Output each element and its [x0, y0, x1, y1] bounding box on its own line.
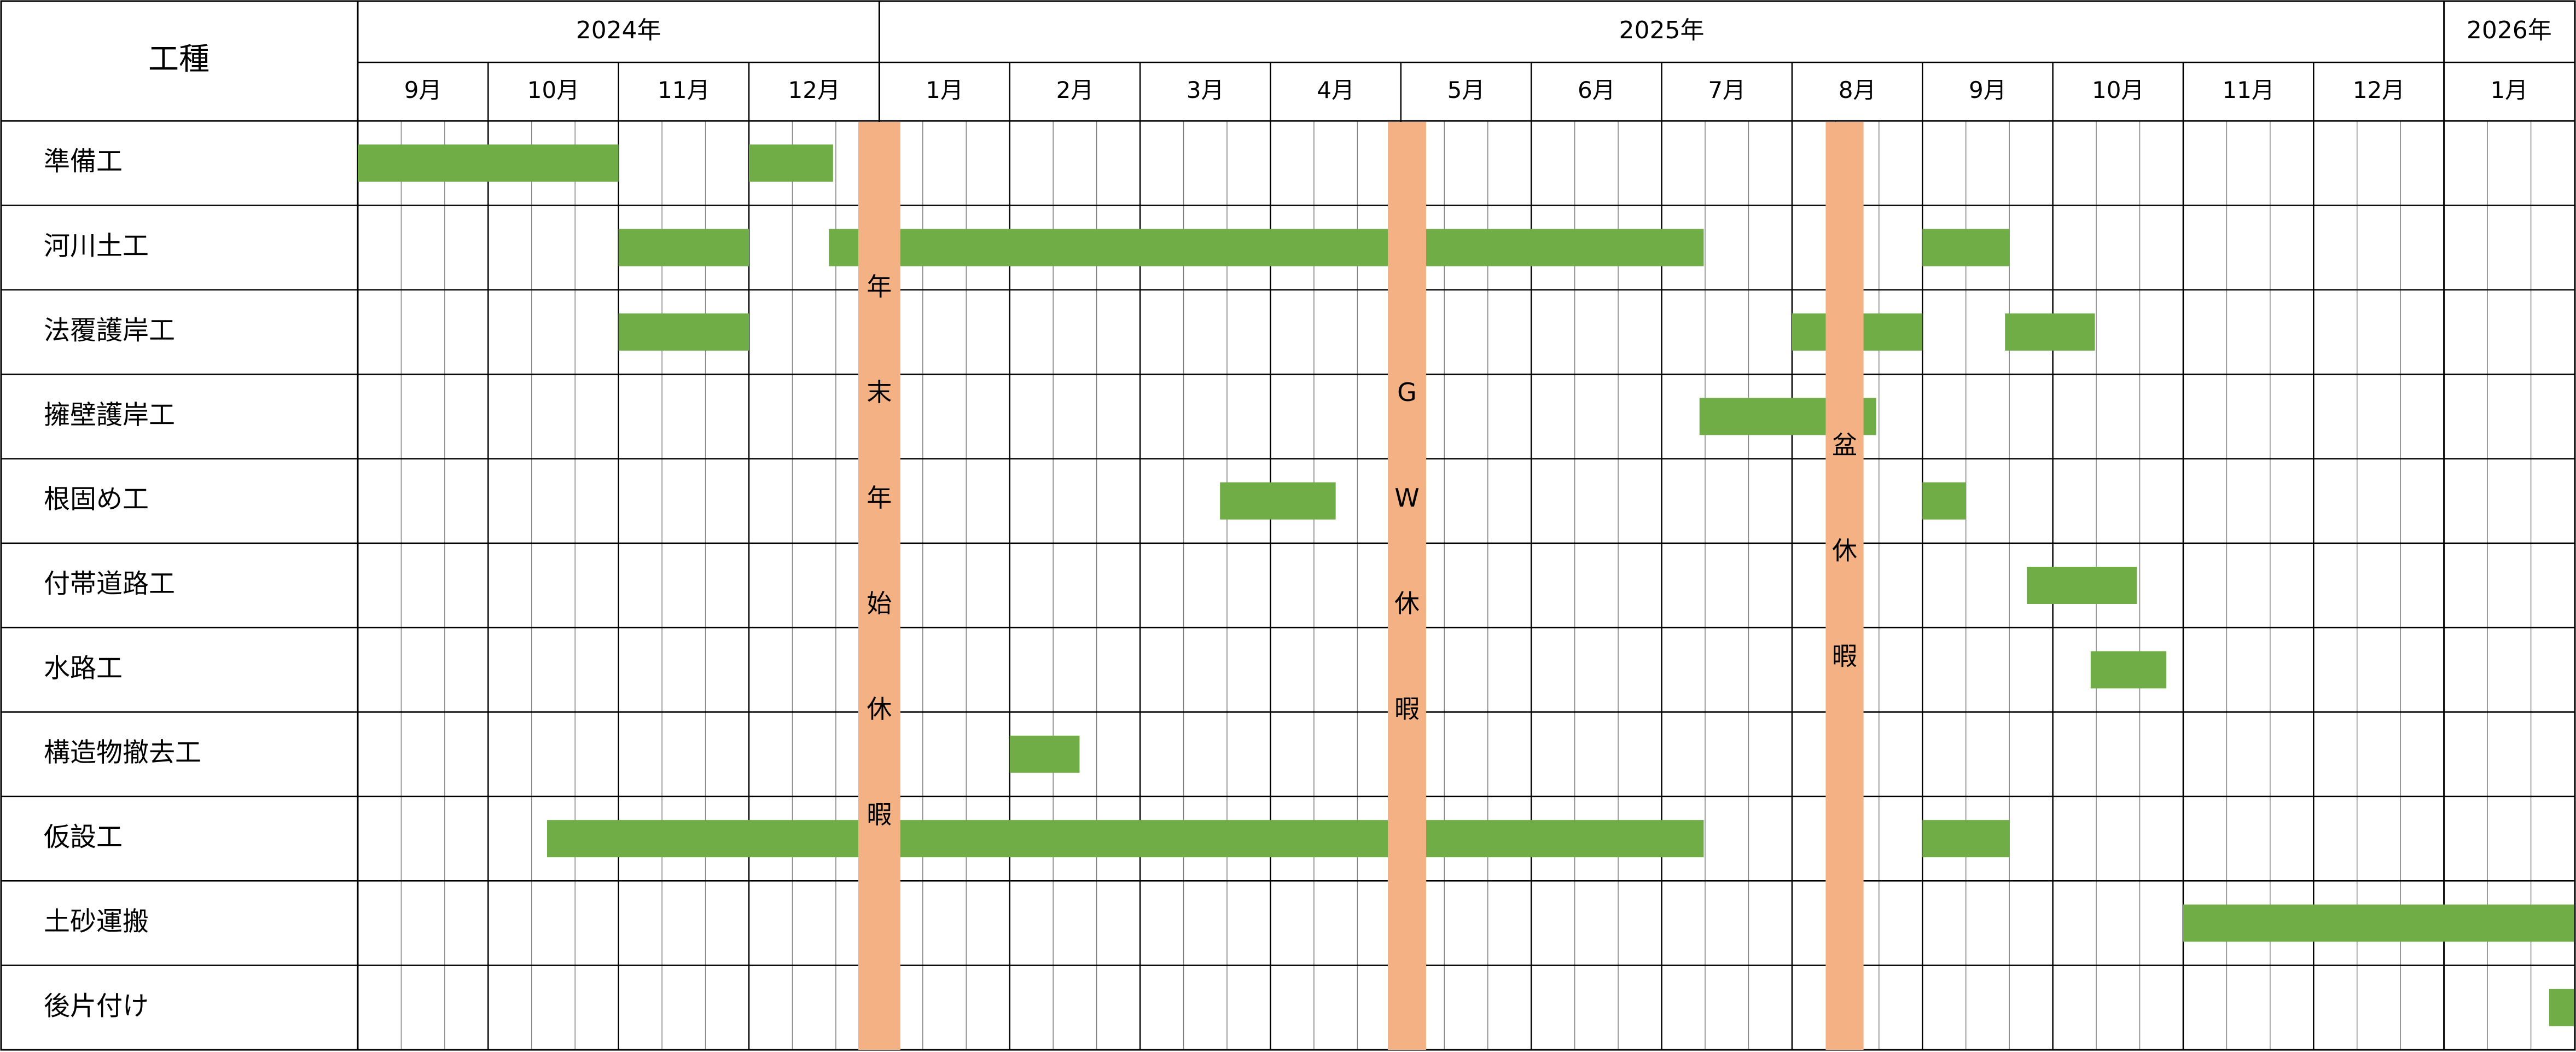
- text-layer: 工種 2024年 2025年 2026年 9月 10月 11月 12月 1月 2月 3月 4月 5月 6…: [44, 16, 2552, 1021]
- month-label: 4月: [1317, 77, 1354, 103]
- task-bar: [546, 820, 1704, 858]
- month-label: 11月: [658, 77, 710, 103]
- holiday-band: [858, 122, 900, 1050]
- month-label: 10月: [527, 77, 579, 103]
- task-label: 後片付け: [44, 991, 149, 1021]
- month-label: 12月: [2353, 77, 2405, 103]
- task-bar: [1922, 820, 2010, 858]
- task-label: 根固め工: [44, 484, 149, 515]
- task-bar: [1220, 482, 1336, 520]
- holiday-band: [1387, 122, 1426, 1050]
- task-label: 付帯道路工: [44, 568, 175, 599]
- task-label: 仮設工: [44, 822, 123, 852]
- month-label: 1月: [2490, 77, 2528, 103]
- task-label: 擁壁護岸工: [44, 399, 175, 430]
- month-label: 6月: [1578, 77, 1615, 103]
- task-bar: [618, 313, 749, 351]
- month-label: 9月: [404, 77, 442, 103]
- holiday-label: 年末年始休暇: [867, 272, 892, 829]
- task-bar: [2549, 989, 2574, 1026]
- task-bar: [358, 144, 619, 182]
- task-bar: [2183, 904, 2574, 942]
- task-bar: [2005, 313, 2095, 351]
- task-label: 構造物撤去工: [44, 737, 201, 768]
- task-bar: [2026, 567, 2137, 604]
- month-label: 11月: [2222, 77, 2274, 103]
- month-label: 7月: [1708, 77, 1746, 103]
- holiday-label: G W 休暇: [1394, 377, 1420, 724]
- task-bar: [1922, 229, 2010, 266]
- month-label: 9月: [1969, 77, 2007, 103]
- task-bar: [618, 229, 749, 266]
- month-label: 10月: [2092, 77, 2144, 103]
- year-label: 2024年: [576, 16, 661, 44]
- holidays-layer: [858, 122, 1864, 1050]
- holiday-band: [1825, 122, 1864, 1050]
- year-label: 2026年: [2467, 16, 2552, 44]
- month-label: 1月: [926, 77, 963, 103]
- task-label: 河川土工: [44, 231, 149, 261]
- task-label: 水路工: [44, 653, 123, 683]
- task-label: 法覆護岸工: [44, 315, 175, 346]
- month-label: 8月: [1839, 77, 1876, 103]
- month-label: 3月: [1187, 77, 1224, 103]
- task-label: 準備工: [44, 146, 123, 177]
- year-label: 2025年: [1619, 16, 1705, 44]
- month-label: 12月: [788, 77, 840, 103]
- task-bar: [2090, 651, 2167, 689]
- bars-layer: [358, 144, 2574, 1026]
- month-label: 5月: [1447, 77, 1485, 103]
- task-bar: [749, 144, 833, 182]
- task-bar: [1922, 482, 1966, 520]
- holiday-label: 盆休暇: [1832, 431, 1857, 671]
- month-label: 2月: [1056, 77, 1094, 103]
- label-column-header: 工種: [148, 42, 210, 77]
- task-bar: [1009, 735, 1080, 773]
- task-label: 土砂運搬: [44, 906, 149, 937]
- task-bar: [829, 229, 1704, 266]
